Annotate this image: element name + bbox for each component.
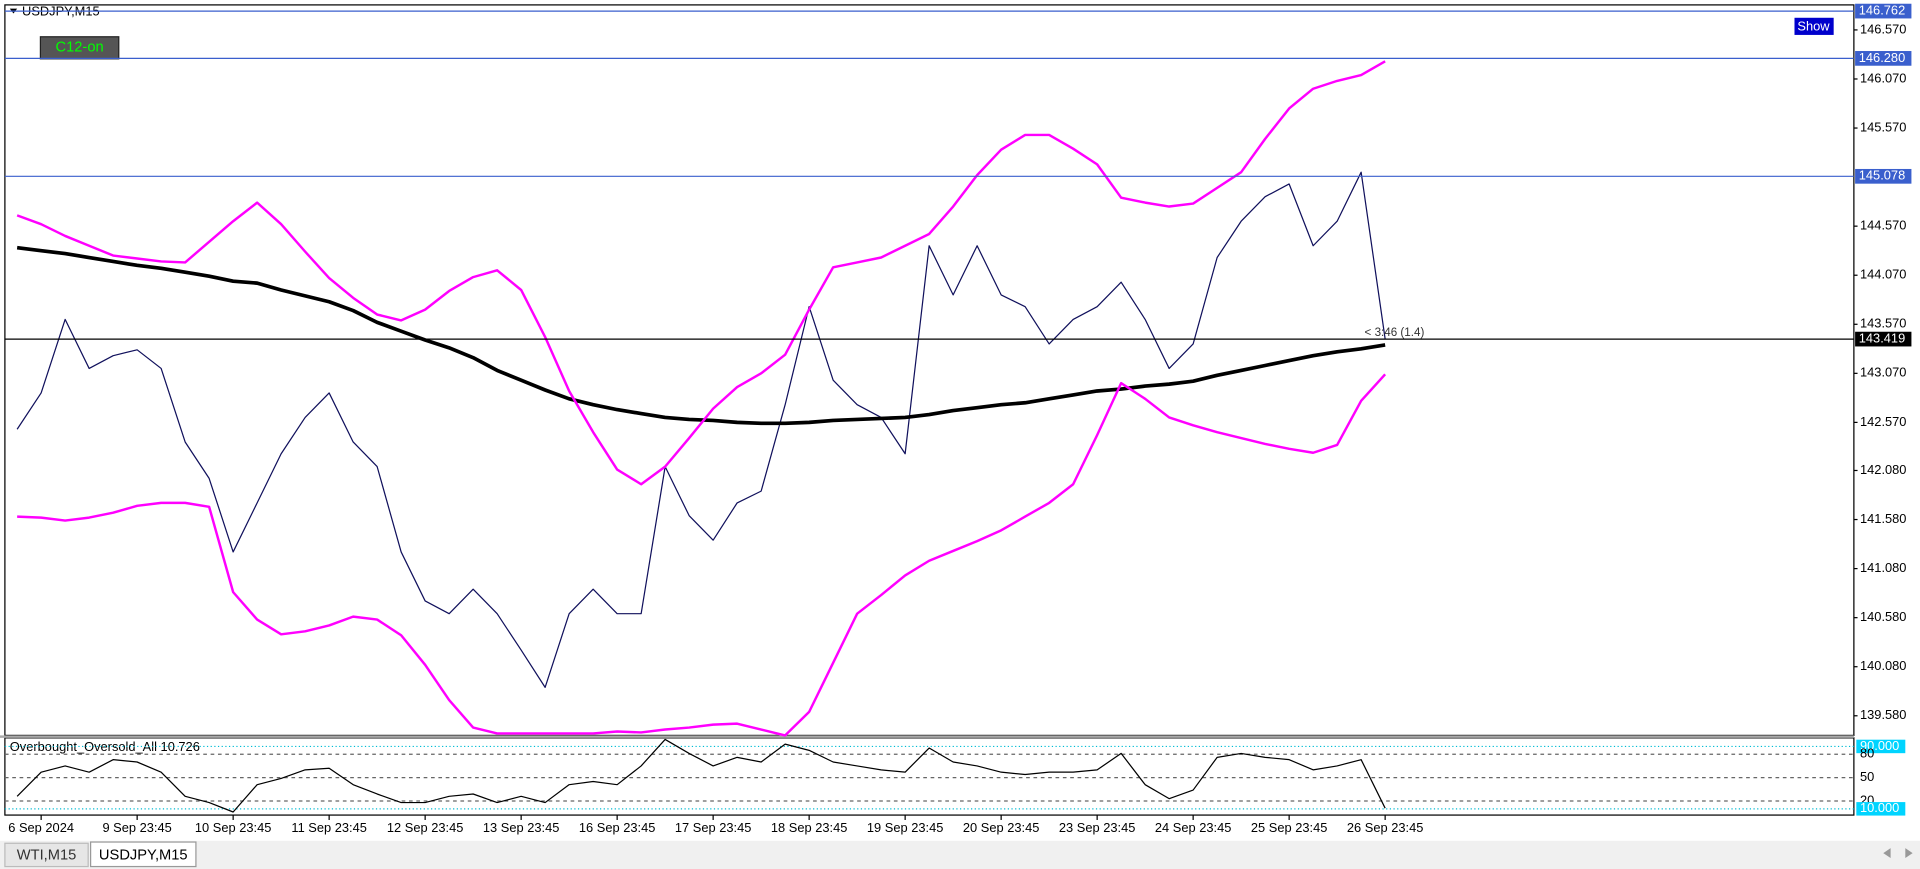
y-tick-label: 143.070 xyxy=(1860,365,1906,380)
annotation: < 3:46 (1.4) xyxy=(1365,326,1425,339)
y-tick-label: 143.570 xyxy=(1860,316,1906,331)
x-tick-label: 23 Sep 23:45 xyxy=(1059,820,1135,835)
y-tick-label: 10.000 xyxy=(1860,800,1899,815)
show-button-label[interactable]: Show xyxy=(1797,18,1830,33)
scroll-left[interactable] xyxy=(1883,848,1891,858)
y-tick-label: 144.570 xyxy=(1860,218,1906,233)
price-level-box xyxy=(1855,51,1912,66)
pane-divider xyxy=(0,735,1854,738)
y-tick-label: 90.000 xyxy=(1860,738,1899,753)
x-tick-label: 18 Sep 23:45 xyxy=(771,820,847,835)
series-line xyxy=(16,171,1386,688)
x-tick-label: 10 Sep 23:45 xyxy=(195,820,271,835)
x-tick-label: 6 Sep 2024 xyxy=(8,820,74,835)
y-tick-label: 139.580 xyxy=(1860,707,1906,722)
x-tick-label: 25 Sep 23:45 xyxy=(1251,820,1327,835)
x-tick-label: 19 Sep 23:45 xyxy=(867,820,943,835)
y-tick-label: 144.070 xyxy=(1860,267,1906,282)
tab-label[interactable]: USDJPY,M15 xyxy=(99,847,188,863)
price-level-label: 145.078 xyxy=(1859,168,1905,183)
show-button[interactable] xyxy=(1793,16,1835,37)
x-tick-label: 11 Sep 23:45 xyxy=(291,820,367,835)
y-tick-label: 146.070 xyxy=(1860,70,1906,85)
y-tick-label: 50 xyxy=(1860,769,1874,784)
price-level-label: 143.419 xyxy=(1859,330,1905,345)
tab[interactable] xyxy=(4,842,89,868)
y-tick-label: 142.570 xyxy=(1860,414,1906,429)
y-tick-label: 141.080 xyxy=(1860,560,1906,575)
tab-label[interactable]: WTI,M15 xyxy=(17,847,77,863)
price-level-box xyxy=(1855,331,1912,347)
y-tick-label: 140.080 xyxy=(1860,658,1906,673)
y-tick-label: 140.580 xyxy=(1860,609,1906,624)
price-level-label: 146.280 xyxy=(1859,50,1905,65)
y-tick-box xyxy=(1856,802,1906,816)
x-tick-label: 16 Sep 23:45 xyxy=(579,820,655,835)
price-level-label: 146.762 xyxy=(1859,2,1905,17)
x-tick-label: 9 Sep 23:45 xyxy=(102,820,171,835)
x-tick-label: 12 Sep 23:45 xyxy=(387,820,463,835)
y-tick-box xyxy=(1856,739,1906,754)
y-tick-label: 146.570 xyxy=(1860,21,1906,36)
x-tick-label: 20 Sep 23:45 xyxy=(963,820,1039,835)
tab-active[interactable] xyxy=(90,841,197,868)
x-tick-label: 24 Sep 23:45 xyxy=(1155,820,1231,835)
x-tick-label: 13 Sep 23:45 xyxy=(483,820,559,835)
y-tick-label: 141.580 xyxy=(1860,511,1906,526)
x-tick-label: 17 Sep 23:45 xyxy=(675,820,751,835)
series-line xyxy=(17,373,1387,737)
scroll-right[interactable] xyxy=(1905,848,1913,858)
y-tick-label: 80 xyxy=(1860,746,1874,761)
tab-bar xyxy=(0,840,1920,869)
indicator-button-label[interactable]: C12-on xyxy=(56,40,104,56)
x-tick-label: 26 Sep 23:45 xyxy=(1347,820,1423,835)
y-tick-label: 145.570 xyxy=(1860,119,1906,134)
series-line xyxy=(16,738,1386,813)
series-line xyxy=(16,245,1386,426)
price-level-box xyxy=(1855,3,1912,19)
price-level-box xyxy=(1855,168,1912,184)
y-tick-label: 142.080 xyxy=(1860,462,1906,477)
series-line xyxy=(16,60,1386,486)
